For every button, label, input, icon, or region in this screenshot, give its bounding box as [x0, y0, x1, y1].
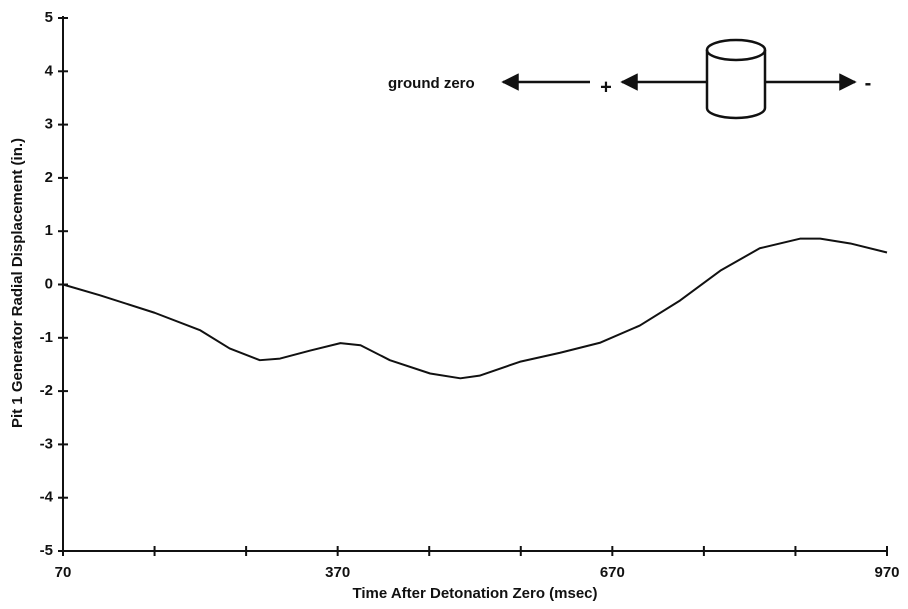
y-tick-label: 0 [45, 275, 53, 292]
x-axis-title: Time After Detonation Zero (msec) [352, 585, 597, 602]
x-tick-label: 70 [55, 564, 72, 581]
annotation: + [600, 76, 612, 98]
y-tick-label: -3 [40, 435, 53, 452]
y-tick-label: -5 [40, 542, 53, 559]
y-tick-label: 5 [45, 9, 53, 26]
x-tick-label: 670 [600, 564, 625, 581]
annotation: - [865, 72, 872, 94]
annotation: ground zero [388, 75, 475, 92]
direction-diagram [501, 38, 857, 120]
y-tick-label: 1 [45, 222, 53, 239]
y-tick-label: -4 [40, 489, 54, 506]
x-tick-label: 370 [325, 564, 350, 581]
y-tick-label: 4 [45, 62, 54, 79]
data-line [62, 237, 888, 380]
y-tick-label: 3 [45, 116, 53, 133]
x-tick-label: 970 [874, 564, 899, 581]
y-axis-title: Pit 1 Generator Radial Displacement (in.… [9, 138, 26, 428]
y-tick-label: -1 [40, 329, 53, 346]
y-tick-label: -2 [40, 382, 53, 399]
y-tick-label: 2 [45, 169, 53, 186]
